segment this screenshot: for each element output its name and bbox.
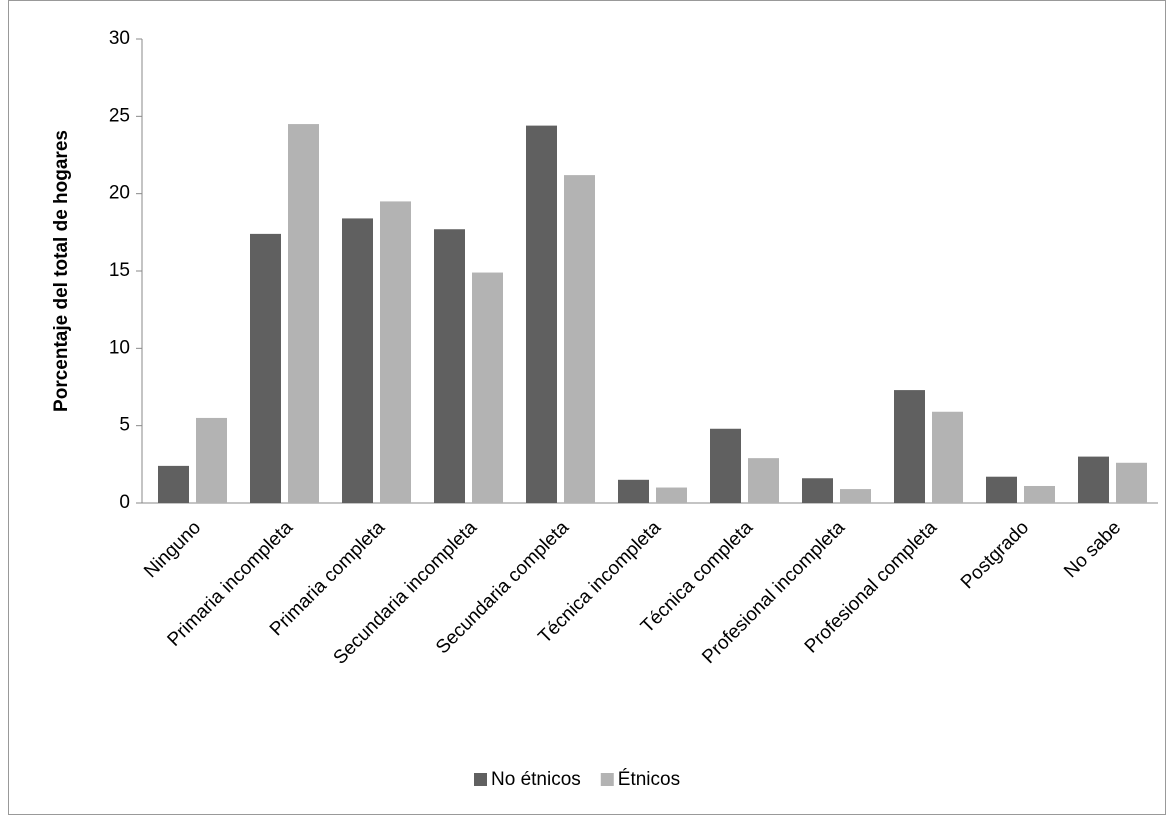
bar	[1024, 485, 1055, 503]
y-tick-label: 5	[119, 415, 130, 436]
y-tick-label: 0	[119, 492, 130, 513]
y-tick-label: 15	[109, 260, 130, 281]
bar	[250, 233, 281, 503]
legend-label: Étnicos	[618, 769, 680, 790]
bar	[932, 411, 963, 503]
bar	[196, 417, 227, 503]
y-axis-label: Porcentaje del total de hogares	[51, 130, 72, 412]
bar	[380, 201, 411, 503]
bar	[472, 272, 503, 503]
bar	[618, 479, 649, 503]
bar	[526, 125, 557, 503]
bar	[564, 175, 595, 503]
legend-label: No étnicos	[491, 769, 581, 790]
bar	[434, 229, 465, 504]
bar	[986, 476, 1017, 503]
bar	[158, 465, 189, 503]
bar	[840, 489, 871, 503]
legend-swatch	[474, 773, 487, 786]
bar	[1078, 456, 1109, 503]
bar	[288, 124, 319, 504]
bar	[710, 428, 741, 503]
bar	[802, 478, 833, 503]
bar	[1116, 462, 1147, 503]
bar	[748, 458, 779, 503]
legend-swatch	[600, 773, 614, 786]
bar	[894, 390, 925, 503]
y-tick-label: 10	[109, 337, 130, 358]
y-tick-label: 30	[109, 28, 130, 49]
bar	[342, 218, 373, 503]
y-tick-label: 20	[109, 183, 130, 204]
y-tick-label: 25	[109, 105, 130, 126]
bar	[656, 487, 687, 503]
